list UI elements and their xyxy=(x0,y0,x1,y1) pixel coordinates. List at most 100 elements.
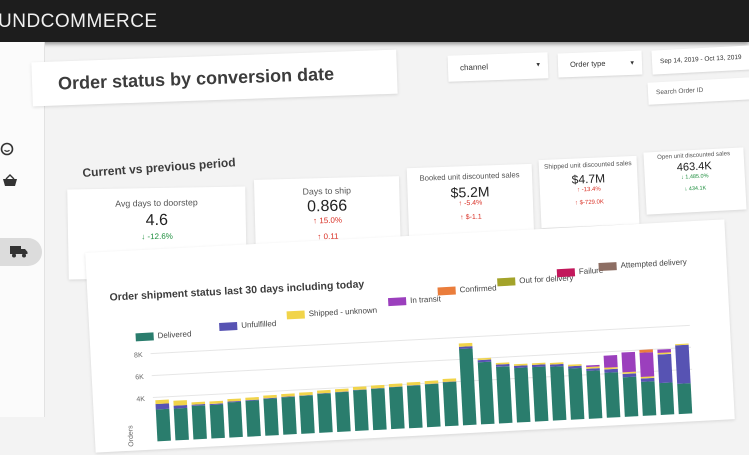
search-order-input[interactable]: Search Order ID xyxy=(647,77,749,105)
bar-segment-unfulfilled[interactable] xyxy=(640,377,655,382)
bar-segment-delivered[interactable] xyxy=(496,366,513,424)
bar-segment-delivered[interactable] xyxy=(209,404,225,439)
bar-segment-delivered[interactable] xyxy=(622,376,639,417)
bar-segment-unfulfilled[interactable] xyxy=(281,396,295,398)
bar-segment-delivered[interactable] xyxy=(388,386,405,430)
bar-segment-delivered[interactable] xyxy=(245,400,261,437)
bar-segment-shipped-unknown[interactable] xyxy=(442,378,457,383)
bar-segment-unfulfilled[interactable] xyxy=(406,384,421,386)
bar-segment-unfulfilled[interactable] xyxy=(458,346,473,350)
bar-segment-shipped-unknown[interactable] xyxy=(531,362,546,365)
truck-icon[interactable] xyxy=(10,245,32,261)
bar-segment-in-transit[interactable] xyxy=(621,351,636,373)
bar-segment-delivered[interactable] xyxy=(227,401,243,438)
bar-segment-unfulfilled[interactable] xyxy=(568,365,582,369)
bar-segment-delivered[interactable] xyxy=(477,361,495,425)
basket-icon[interactable] xyxy=(2,174,24,190)
bar-segment-unfulfilled[interactable] xyxy=(227,400,242,403)
bar-segment-unfulfilled[interactable] xyxy=(155,403,170,410)
bar-segment-delivered[interactable] xyxy=(335,391,351,432)
legend-item[interactable]: Failure xyxy=(556,266,604,277)
channel-dropdown[interactable]: channel ▾ xyxy=(447,52,549,82)
bar-segment-unfulfilled[interactable] xyxy=(442,381,457,383)
bar-segment-delivered[interactable] xyxy=(514,367,531,423)
bar-segment-delivered[interactable] xyxy=(550,366,567,421)
bar-segment-delivered[interactable] xyxy=(371,388,387,431)
legend-item[interactable]: In transit xyxy=(387,294,441,306)
bar-segment-delivered[interactable] xyxy=(173,407,189,441)
bar-segment-in-transit[interactable] xyxy=(603,354,618,368)
bar-segment-delivered[interactable] xyxy=(659,382,675,415)
bar-segment-shipped-unknown[interactable] xyxy=(586,366,600,369)
order-type-dropdown[interactable]: Order type ▾ xyxy=(557,50,643,78)
bar-segment-in-transit[interactable] xyxy=(657,348,672,353)
bar-segment-unfulfilled[interactable] xyxy=(173,404,188,409)
bar-segment-unfulfilled[interactable] xyxy=(531,364,546,368)
bar-segment-delivered[interactable] xyxy=(155,408,171,442)
bar-segment-unfulfilled[interactable] xyxy=(335,391,349,393)
brand-logo[interactable]: UNDCOMMERCE xyxy=(0,11,158,32)
bar-segment-unfulfilled[interactable] xyxy=(424,383,439,385)
bar-segment-shipped-unknown[interactable] xyxy=(549,362,564,365)
bar-segment-shipped-unknown[interactable] xyxy=(209,400,224,404)
bar-segment-delivered[interactable] xyxy=(191,405,207,440)
bar-segment-unfulfilled[interactable] xyxy=(263,397,277,399)
bar-segment-shipped-unknown[interactable] xyxy=(622,371,637,374)
bar-segment-in-transit[interactable] xyxy=(586,364,600,368)
bar-segment-delivered[interactable] xyxy=(677,383,693,415)
bar-segment-shipped-unknown[interactable] xyxy=(370,384,385,389)
bar-segment-unfulfilled[interactable] xyxy=(495,363,510,367)
bar-segment-unfulfilled[interactable] xyxy=(353,389,367,391)
bar-segment-shipped-unknown[interactable] xyxy=(495,362,510,365)
bar-segment-unfulfilled[interactable] xyxy=(299,394,313,396)
bar-segment-unfulfilled[interactable] xyxy=(245,399,259,401)
bar-segment-delivered[interactable] xyxy=(459,348,477,426)
bar-segment-unfulfilled[interactable] xyxy=(657,353,673,384)
bar-segment-confirmed[interactable] xyxy=(639,349,653,353)
bar-segment-delivered[interactable] xyxy=(281,396,297,435)
bar-segment-shipped-unknown[interactable] xyxy=(424,380,439,385)
bar-segment-shipped-unknown[interactable] xyxy=(406,381,421,386)
bar-segment-unfulfilled[interactable] xyxy=(191,404,206,406)
bar-segment-shipped-unknown[interactable] xyxy=(604,367,618,370)
bar-segment-delivered[interactable] xyxy=(532,366,549,422)
bar-segment-delivered[interactable] xyxy=(641,381,657,416)
bar-segment-unfulfilled[interactable] xyxy=(622,373,637,378)
date-range-picker[interactable]: Sep 14, 2019 - Oct 13, 2019 xyxy=(651,45,749,75)
bar-segment-shipped-unknown[interactable] xyxy=(568,364,582,367)
bar-segment-unfulfilled[interactable] xyxy=(604,368,618,373)
bar-segment-shipped-unknown[interactable] xyxy=(191,401,206,405)
bar-segment-delivered[interactable] xyxy=(568,367,585,420)
bar-segment-delivered[interactable] xyxy=(317,393,333,433)
bar-segment-shipped-unknown[interactable] xyxy=(173,400,188,406)
bar-segment-unfulfilled[interactable] xyxy=(586,368,600,372)
bar-segment-unfulfilled[interactable] xyxy=(388,386,403,388)
bar-segment-unfulfilled[interactable] xyxy=(514,365,528,369)
bar-segment-unfulfilled[interactable] xyxy=(549,363,564,367)
bar-segment-delivered[interactable] xyxy=(263,398,279,436)
bar-segment-unfulfilled[interactable] xyxy=(317,392,331,394)
bar-segment-unfulfilled[interactable] xyxy=(675,344,691,384)
bar-segment-in-transit[interactable] xyxy=(639,352,655,377)
bar-segment-delivered[interactable] xyxy=(586,370,603,419)
bar-segment-delivered[interactable] xyxy=(442,381,459,427)
legend-item[interactable]: Attempted delivery xyxy=(598,257,687,271)
bar-segment-shipped-unknown[interactable] xyxy=(352,386,367,391)
bar-segment-delivered[interactable] xyxy=(406,385,423,429)
bar-segment-shipped-unknown[interactable] xyxy=(334,388,349,393)
bar-segment-delivered[interactable] xyxy=(424,383,441,428)
bar-segment-shipped-unknown[interactable] xyxy=(388,383,403,388)
bar-segment-shipped-unknown[interactable] xyxy=(299,391,313,396)
bar-segment-shipped-unknown[interactable] xyxy=(263,394,277,399)
bar-segment-shipped-unknown[interactable] xyxy=(458,342,473,347)
bar-segment-shipped-unknown[interactable] xyxy=(245,396,259,401)
bar-segment-shipped-unknown[interactable] xyxy=(317,389,331,394)
bar-segment-delivered[interactable] xyxy=(299,395,315,434)
legend-item[interactable]: Confirmed xyxy=(437,283,497,295)
bar-segment-delivered[interactable] xyxy=(353,389,369,431)
bar-segment-shipped-unknown[interactable] xyxy=(227,398,241,402)
smile-icon[interactable] xyxy=(0,142,22,158)
bar-segment-unfulfilled[interactable] xyxy=(477,359,492,363)
bar-segment-shipped-unknown[interactable] xyxy=(155,399,169,405)
bar-segment-shipped-unknown[interactable] xyxy=(513,363,528,366)
